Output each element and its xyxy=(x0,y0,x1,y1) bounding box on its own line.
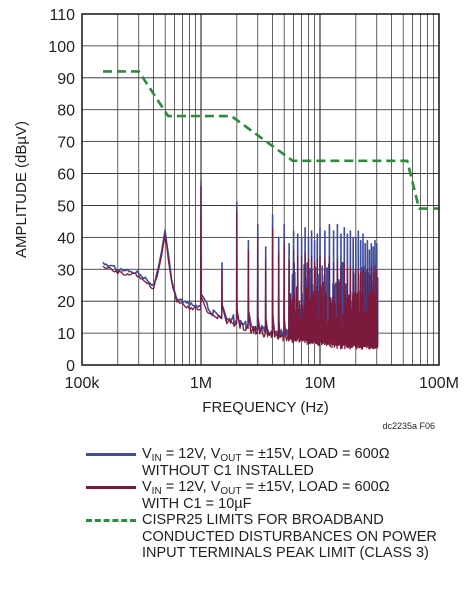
x-tick-label: 10M xyxy=(304,375,335,392)
figure-id: dc2235a F06 xyxy=(382,421,435,431)
legend-swatch-cispr25 xyxy=(86,519,136,522)
x-tick-label: 1M xyxy=(190,375,212,392)
y-tick-label: 100 xyxy=(48,39,75,56)
legend-label-cispr25-line1: CISPR25 LIMITS FOR BROADBAND xyxy=(142,512,384,528)
x-tick-label: 100M xyxy=(419,375,459,392)
y-tick-label: 80 xyxy=(57,103,75,120)
x-tick-labels: 100k 1M 10M 100M xyxy=(65,375,459,392)
y-axis-label: AMPLITUDE (dBµV) xyxy=(13,121,30,258)
legend-label-with-c1-line2: WITH C1 = 10µF xyxy=(142,495,252,512)
y-tick-label: 60 xyxy=(57,167,75,184)
y-tick-label: 30 xyxy=(57,262,75,279)
legend-label-with-c1: VIN = 12V, VOUT = ±15V, LOAD = 600Ω xyxy=(142,479,390,497)
y-tick-label: 0 xyxy=(66,358,75,375)
legend-swatch-without-c1 xyxy=(86,453,136,456)
y-tick-label: 40 xyxy=(57,230,75,247)
series-line-3 xyxy=(103,70,439,210)
legend-label-without-c1: VIN = 12V, VOUT = ±15V, LOAD = 600Ω xyxy=(142,446,390,464)
y-tick-label: 50 xyxy=(57,198,75,215)
series-line-2 xyxy=(102,185,379,350)
legend-entry-cispr25: CISPR25 LIMITS FOR BROADBAND CONDUCTED D… xyxy=(86,512,462,562)
x-tick-label: 100k xyxy=(65,375,101,392)
legend-swatch-with-c1 xyxy=(86,486,136,489)
legend-entry-without-c1: VIN = 12V, VOUT = ±15V, LOAD = 600Ω WITH… xyxy=(86,446,462,479)
grid xyxy=(82,14,439,365)
y-tick-label: 10 xyxy=(57,326,75,343)
y-tick-label: 110 xyxy=(49,7,75,24)
legend-label-cispr25-line3: INPUT TERMINALS PEAK LIMIT (CLASS 3) xyxy=(142,545,429,561)
y-tick-label: 20 xyxy=(57,294,75,311)
legend-label-cispr25-line2: CONDUCTED DISTURBANCES ON POWER xyxy=(142,528,437,545)
y-tick-label: 70 xyxy=(57,135,75,152)
legend: VIN = 12V, VOUT = ±15V, LOAD = 600Ω WITH… xyxy=(86,446,462,562)
series-layer xyxy=(102,70,439,350)
y-tick-labels: 0 10 20 30 40 50 60 70 80 90 100 110 xyxy=(48,7,75,375)
y-tick-label: 90 xyxy=(57,71,75,88)
legend-label-without-c1-line2: WITHOUT C1 INSTALLED xyxy=(142,462,314,479)
x-axis-label: FREQUENCY (Hz) xyxy=(202,399,328,416)
plot-frame xyxy=(81,13,440,366)
legend-entry-with-c1: VIN = 12V, VOUT = ±15V, LOAD = 600Ω WITH… xyxy=(86,479,462,512)
